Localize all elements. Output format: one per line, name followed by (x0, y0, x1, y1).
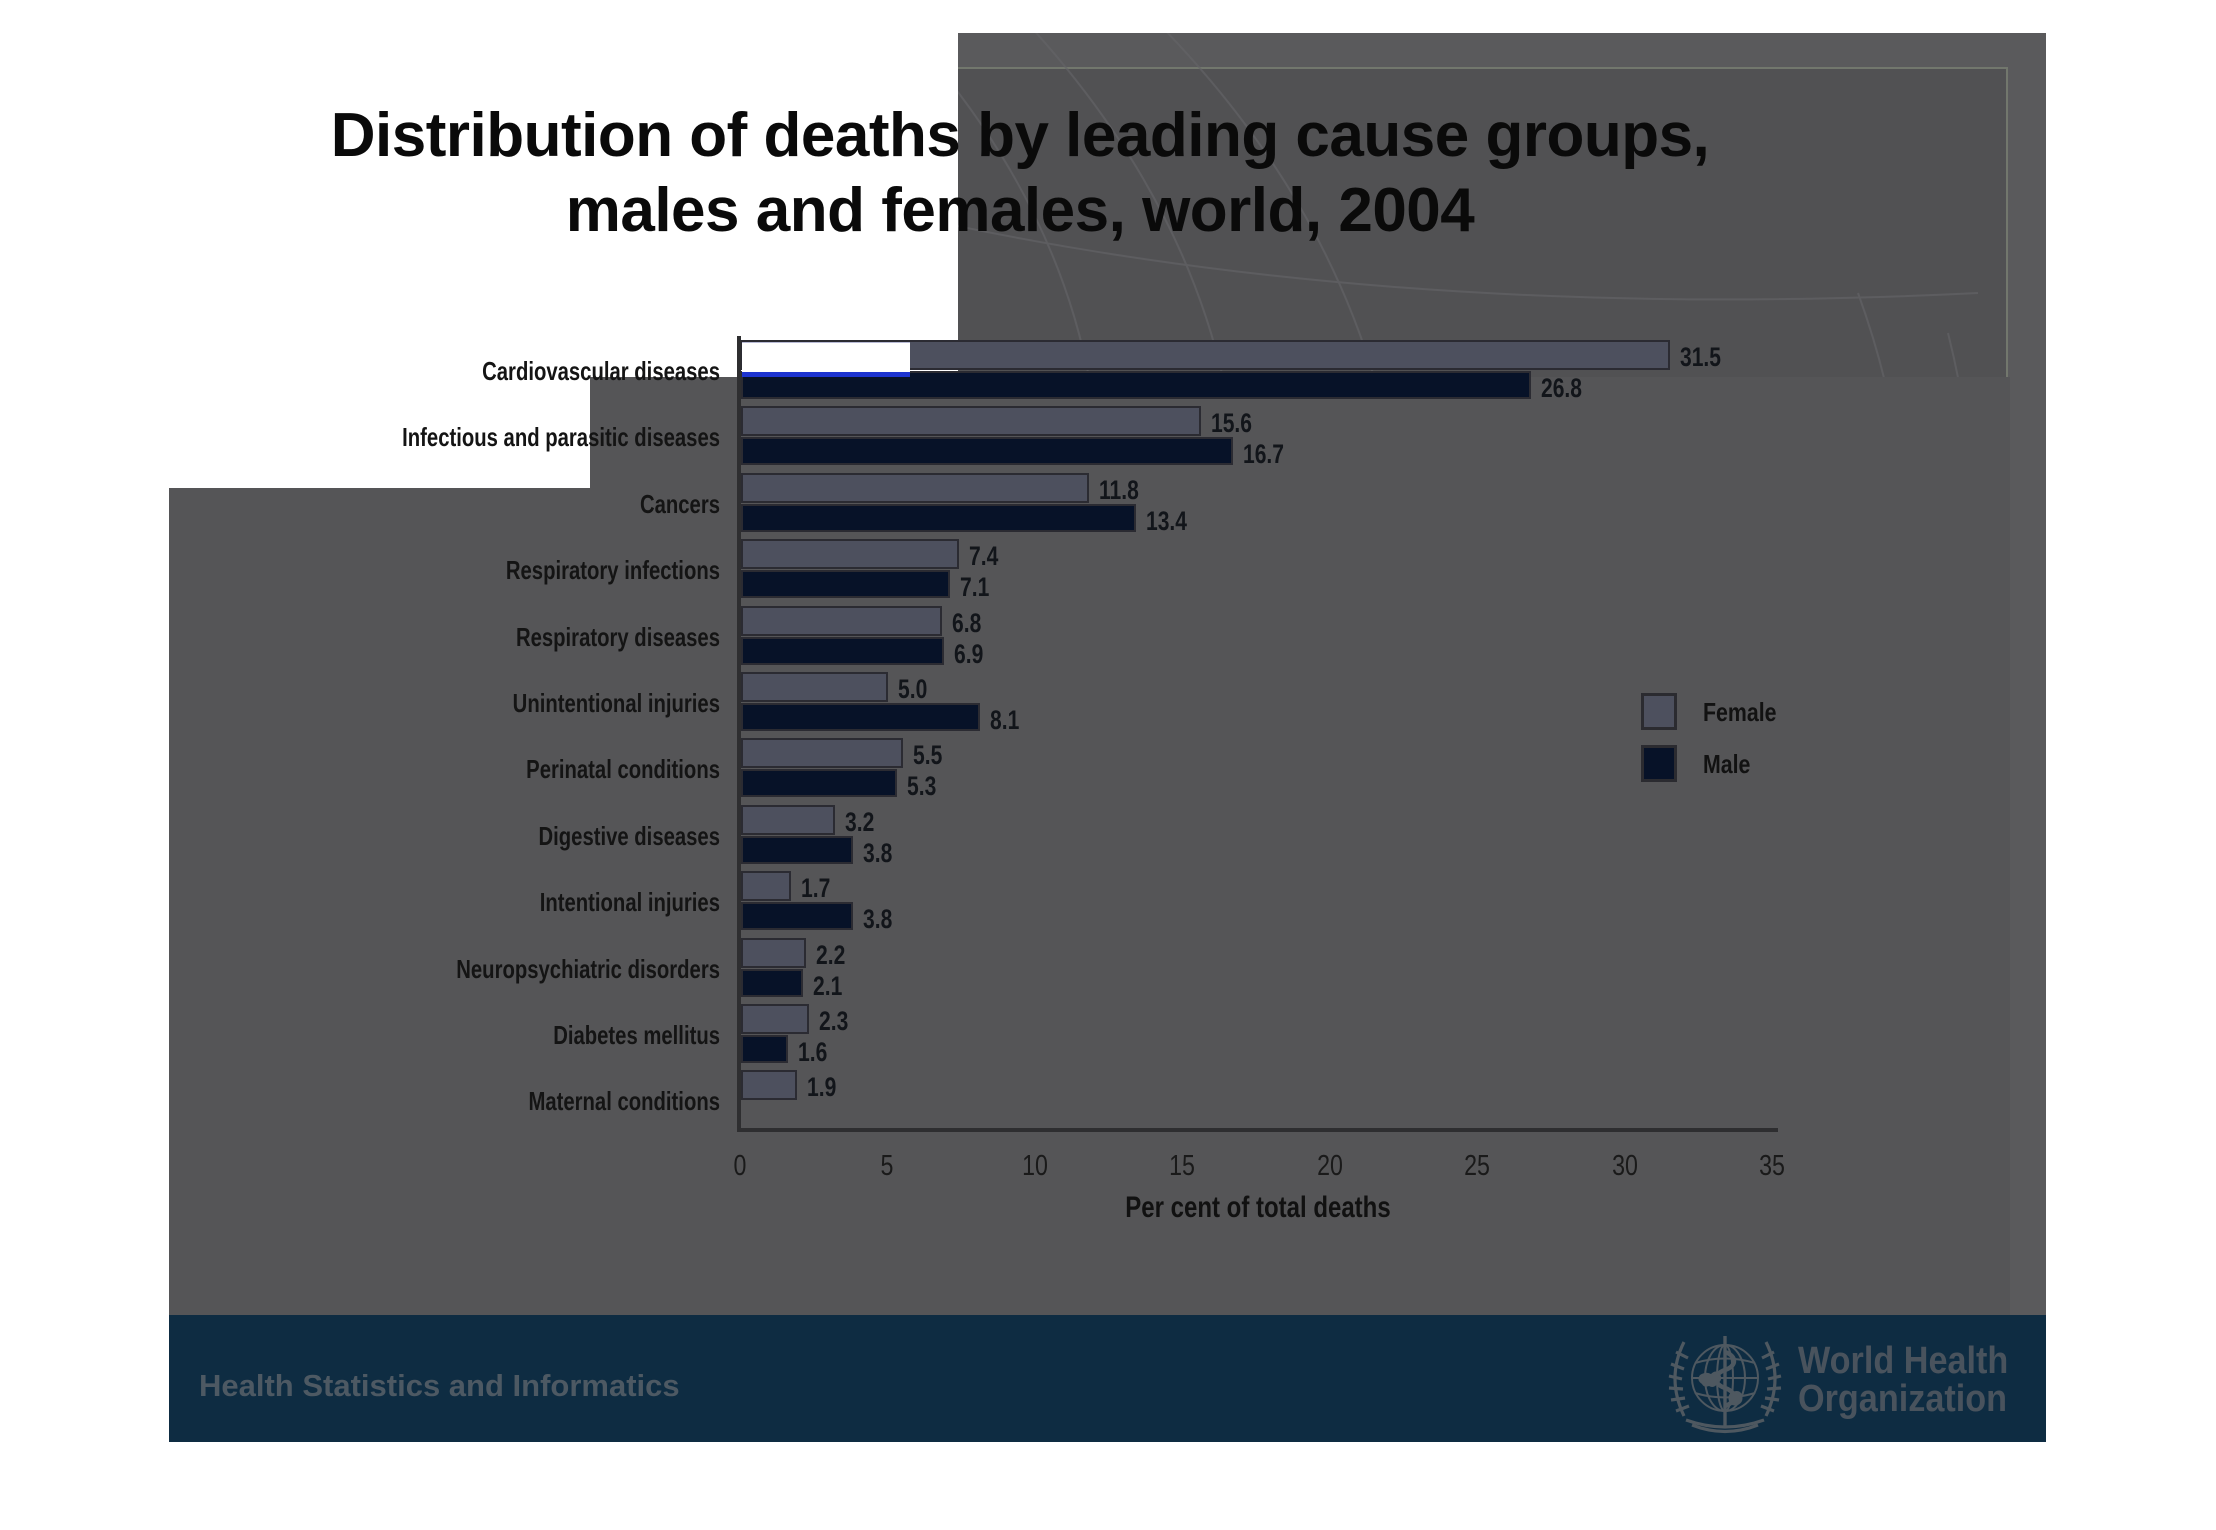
bar-male-cancers (741, 503, 1137, 532)
legend-label-male: Male (1703, 749, 1751, 779)
value-label-male-respiratory-diseases: 6.9 (954, 638, 984, 669)
value-label-female-perinatal-conditions: 5.5 (913, 740, 943, 771)
value-label-male-intentional-injuries: 3.8 (863, 904, 893, 935)
x-axis-line (737, 1128, 1778, 1132)
category-label-infectious-and-parasitic-diseases: Infectious and parasitic diseases (402, 422, 720, 453)
bar-female-digestive-diseases (741, 804, 836, 835)
who-logo-text-line1: World Health (1798, 1340, 2009, 1382)
bar-male-infectious-and-parasitic-diseases (741, 437, 1234, 466)
x-tick-25: 25 (1464, 1150, 1491, 1182)
x-tick-15: 15 (1169, 1150, 1196, 1182)
category-label-respiratory-infections: Respiratory infections (505, 555, 720, 586)
category-label-cancers: Cancers (639, 488, 720, 519)
slide-title-line2: males and females, world, 2004 (565, 176, 1475, 245)
value-label-female-intentional-injuries: 1.7 (801, 873, 831, 904)
bar-female-infectious-and-parasitic-diseases (741, 406, 1201, 437)
who-logo-icon (1668, 1336, 1782, 1434)
category-label-neuropsychiatric-disorders: Neuropsychiatric disorders (456, 953, 720, 984)
value-label-male-unintentional-injuries: 8.1 (989, 705, 1020, 735)
value-label-female-respiratory-diseases: 6.8 (951, 607, 981, 638)
value-label-male-cardiovascular-diseases: 26.8 (1541, 373, 1583, 403)
bar-female-respiratory-infections (741, 539, 960, 570)
bar-male-neuropsychiatric-disorders (741, 968, 803, 997)
value-label-male-digestive-diseases: 3.8 (863, 837, 893, 868)
slide-title-line1: Distribution of deaths by leading cause … (330, 101, 1710, 170)
value-label-female-unintentional-injuries: 5.0 (898, 674, 928, 704)
x-tick-30: 30 (1611, 1150, 1638, 1182)
category-label-perinatal-conditions: Perinatal conditions (526, 754, 720, 785)
bar-male-intentional-injuries (741, 902, 854, 931)
bar-male-diabetes-mellitus (741, 1035, 789, 1063)
value-label-male-diabetes-mellitus: 1.6 (798, 1037, 828, 1067)
bar-male-perinatal-conditions (741, 769, 898, 798)
category-label-cardiovascular-diseases: Cardiovascular diseases (482, 356, 720, 386)
value-label-female-digestive-diseases: 3.2 (845, 806, 875, 837)
background-panel-bottom-left (169, 488, 2010, 1315)
category-label-digestive-diseases: Digestive diseases (538, 820, 720, 851)
bar-female-neuropsychiatric-disorders (741, 937, 806, 968)
bar-female-cancers (741, 472, 1089, 503)
legend-swatch-male (1641, 745, 1677, 782)
bar-female-diabetes-mellitus (741, 1004, 809, 1034)
category-label-intentional-injuries: Intentional injuries (539, 887, 720, 918)
bar-male-respiratory-diseases (741, 636, 945, 665)
x-tick-0: 0 (733, 1150, 747, 1182)
bar-male-respiratory-infections (741, 570, 951, 599)
category-label-maternal-conditions: Maternal conditions (528, 1086, 720, 1117)
who-logo-text-line2: Organization (1798, 1378, 2008, 1420)
bar-female-perinatal-conditions (741, 738, 904, 769)
x-tick-20: 20 (1316, 1150, 1343, 1182)
y-axis-line (737, 336, 741, 1132)
footer-department-label: Health Statistics and Informatics (199, 1368, 680, 1403)
value-label-male-infectious-and-parasitic-diseases: 16.7 (1243, 439, 1285, 470)
value-label-male-cancers: 13.4 (1146, 505, 1188, 536)
x-tick-10: 10 (1021, 1150, 1048, 1182)
value-label-female-neuropsychiatric-disorders: 2.2 (815, 939, 846, 970)
legend-label-female: Female (1703, 697, 1777, 727)
value-label-female-cancers: 11.8 (1098, 474, 1139, 505)
bar-female-respiratory-diseases (741, 605, 942, 636)
value-label-male-neuropsychiatric-disorders: 2.1 (812, 970, 843, 1001)
bar-female-unintentional-injuries (741, 672, 889, 702)
category-label-diabetes-mellitus: Diabetes mellitus (553, 1020, 720, 1050)
x-axis-title: Per cent of total deaths (1125, 1191, 1391, 1224)
legend-swatch-female (1641, 693, 1677, 730)
bar-male-digestive-diseases (741, 835, 854, 864)
white-textbox-artifact (742, 342, 910, 377)
value-label-female-diabetes-mellitus: 2.3 (818, 1006, 849, 1036)
bar-female-intentional-injuries (741, 871, 792, 902)
value-label-female-maternal-conditions: 1.9 (807, 1072, 837, 1103)
value-label-male-respiratory-infections: 7.1 (960, 572, 990, 603)
value-label-female-infectious-and-parasitic-diseases: 15.6 (1210, 408, 1252, 439)
x-tick-5: 5 (880, 1150, 894, 1182)
category-label-respiratory-diseases: Respiratory diseases (515, 621, 720, 652)
x-tick-35: 35 (1759, 1150, 1785, 1182)
category-label-unintentional-injuries: Unintentional injuries (512, 688, 720, 718)
bar-female-maternal-conditions (741, 1070, 798, 1101)
value-label-male-perinatal-conditions: 5.3 (907, 771, 937, 802)
value-label-female-cardiovascular-diseases: 31.5 (1679, 342, 1721, 372)
bar-male-unintentional-injuries (741, 703, 980, 731)
value-label-female-respiratory-infections: 7.4 (969, 541, 999, 572)
